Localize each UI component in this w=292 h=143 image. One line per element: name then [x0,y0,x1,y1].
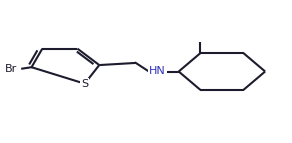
Text: S: S [81,79,88,89]
Text: Br: Br [5,64,18,74]
Text: HN: HN [149,66,166,77]
